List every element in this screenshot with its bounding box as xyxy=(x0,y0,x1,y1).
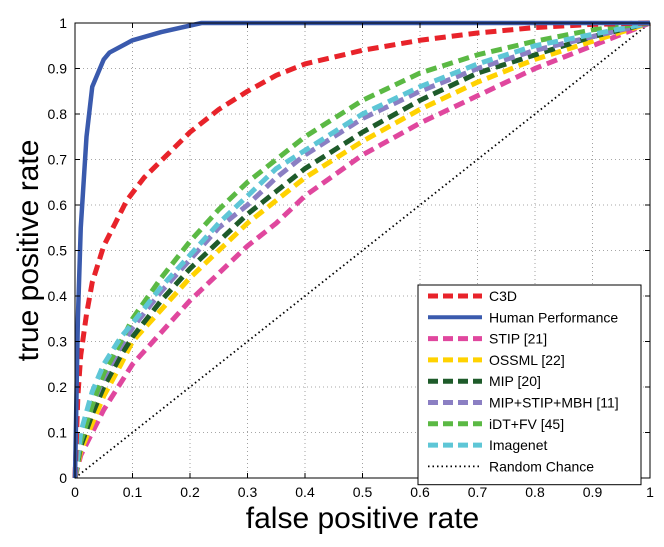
legend-label: Human Performance xyxy=(489,309,618,325)
series-line-idt-fv-45 xyxy=(72,20,651,479)
x-tick-label: 0.4 xyxy=(295,484,315,500)
y-tick-label: 0.7 xyxy=(48,152,68,168)
series-layer xyxy=(72,20,651,479)
series-line-mip-20 xyxy=(72,20,651,479)
y-axis-label: true positive rate xyxy=(12,140,45,362)
y-tick-label: 0.8 xyxy=(48,106,68,122)
y-tick-label: 0.3 xyxy=(48,334,68,350)
y-tick-label: 0 xyxy=(59,470,67,486)
legend-label: MIP+STIP+MBH [11] xyxy=(489,395,619,411)
x-tick-label: 1 xyxy=(646,484,654,500)
series-line-imagenet xyxy=(72,20,651,479)
series-line-stip-21 xyxy=(72,20,651,479)
legend-label: MIP [20] xyxy=(489,373,541,389)
y-tick-label: 0.6 xyxy=(48,197,68,213)
legend-label: Random Chance xyxy=(489,458,594,474)
x-tick-label: 0 xyxy=(71,484,79,500)
legend-label: iDT+FV [45] xyxy=(489,416,564,432)
y-tick-label: 0.1 xyxy=(48,425,68,441)
x-tick-label: 0.2 xyxy=(180,484,200,500)
x-axis-label: false positive rate xyxy=(246,502,479,535)
y-tick-label: 0.2 xyxy=(48,379,68,395)
x-tick-label: 0.5 xyxy=(353,484,373,500)
legend: C3D Human Performance STIP [21] OSSML [22] M… xyxy=(417,284,642,486)
series-line-mip-stip-mbh-11 xyxy=(72,20,651,479)
legend-label: STIP [21] xyxy=(489,331,547,347)
y-tick-label: 1 xyxy=(59,15,67,31)
x-tick-label: 0.9 xyxy=(583,484,603,500)
series-line-ossml-22 xyxy=(72,20,651,479)
y-tick-label: 0.5 xyxy=(48,243,68,259)
legend-label: OSSML [22] xyxy=(489,352,565,368)
legend-label: Imagenet xyxy=(489,437,547,453)
x-tick-label: 0.7 xyxy=(468,484,488,500)
x-tick-label: 0.1 xyxy=(123,484,143,500)
x-tick-label: 0.3 xyxy=(238,484,258,500)
y-tick-label: 0.9 xyxy=(48,61,68,77)
series-line-c3d xyxy=(72,20,651,479)
x-tick-label: 0.8 xyxy=(525,484,545,500)
tick-layer: 0 0.1 0.2 0.3 0.4 0.5 0.6 0.7 0.8 0.9 1 0 0.1 0.2 0.3 0… xyxy=(48,15,655,500)
legend-label: C3D xyxy=(489,288,517,304)
series-line-random-chance xyxy=(74,22,651,479)
x-tick-label: 0.6 xyxy=(410,484,430,500)
y-tick-label: 0.4 xyxy=(48,288,68,304)
